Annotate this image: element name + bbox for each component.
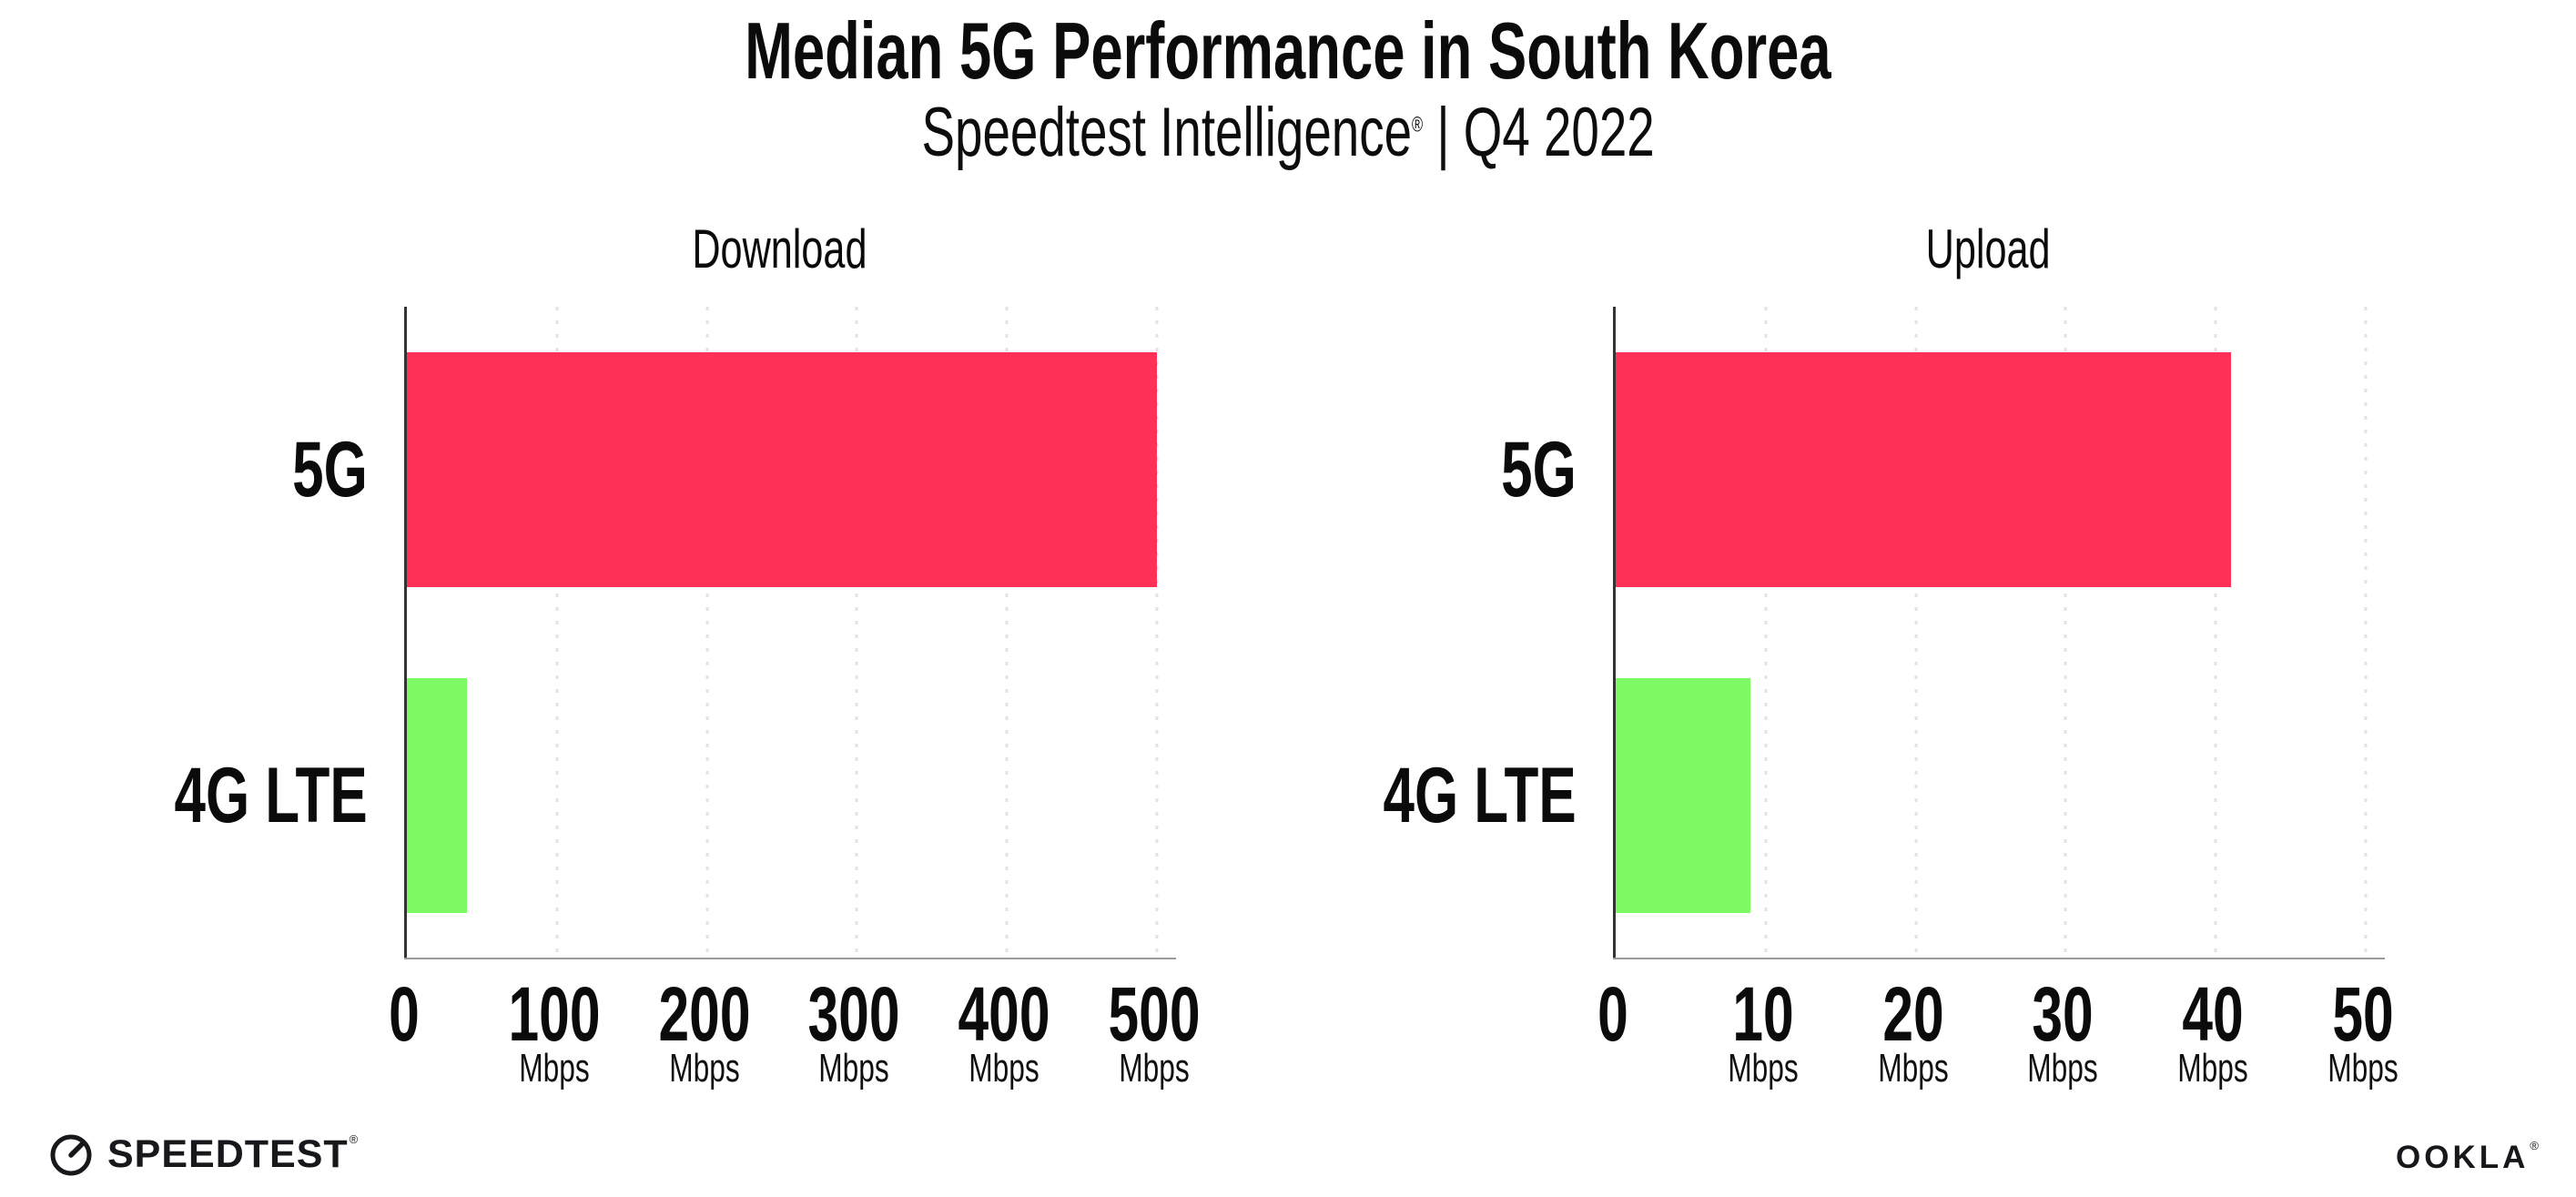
download-5g-row: 5G — [292, 352, 1157, 587]
tick-label: 500 — [1108, 971, 1201, 1057]
download-x-axis-ticks: 0 100 200 300 400 500 — [389, 971, 1200, 1058]
unit-label: Mbps — [2177, 1046, 2248, 1090]
upload-x-axis-units: Mbps Mbps Mbps Mbps Mbps — [1613, 1046, 2399, 1094]
upload-5g-bar — [1616, 352, 2231, 587]
unit-label: Mbps — [969, 1046, 1040, 1090]
gridline — [1764, 307, 1768, 959]
tick-label: 100 — [508, 971, 601, 1057]
upload-x-axis-ticks: 0 10 20 30 40 50 — [1597, 971, 2393, 1058]
gridline — [2214, 307, 2217, 959]
tick-label: 0 — [389, 971, 420, 1057]
upload-4g-lte-bar — [1616, 678, 1751, 913]
download-x-axis-units: Mbps Mbps Mbps Mbps Mbps — [404, 1046, 1190, 1094]
download-chart: Download 5G 4G LTE 0 100 — [175, 0, 1201, 1197]
speedtest-logo: SPEEDTEST® — [47, 1131, 358, 1178]
download-4g-lte-bar — [407, 678, 467, 913]
unit-label: Mbps — [1728, 1046, 1799, 1090]
tick-label: 300 — [807, 971, 900, 1057]
upload-chart: Upload 5G 4G LTE 0 10 — [1384, 0, 2399, 1197]
category-label-4g-lte: 4G LTE — [1383, 751, 1577, 839]
tick-label: 400 — [958, 971, 1050, 1057]
download-4g-lte-row: 4G LTE — [175, 678, 1157, 913]
download-5g-bar — [407, 352, 1157, 587]
category-label-5g: 5G — [1501, 425, 1577, 513]
gridline — [855, 307, 858, 959]
ookla-logo: OOKLA® — [2396, 1139, 2542, 1175]
x-axis-line — [404, 958, 1176, 959]
gridline — [1155, 307, 1159, 959]
gridline — [1914, 307, 1918, 959]
unit-label: Mbps — [1119, 1046, 1190, 1090]
unit-label: Mbps — [519, 1046, 590, 1090]
registered-mark: ® — [349, 1131, 360, 1146]
gridline — [705, 307, 709, 959]
category-label-5g: 5G — [292, 425, 368, 513]
unit-label: Mbps — [818, 1046, 890, 1090]
unit-label: Mbps — [668, 1046, 740, 1090]
upload-plot-area: 5G 4G LTE — [1384, 307, 2385, 959]
unit-label: Mbps — [2328, 1046, 2399, 1090]
tick-label: 200 — [658, 971, 751, 1057]
x-axis-line — [1613, 958, 2385, 959]
speedtest-wordmark: SPEEDTEST® — [107, 1131, 360, 1176]
unit-label: Mbps — [2027, 1046, 2099, 1090]
tick-label: 30 — [2032, 971, 2094, 1057]
speedtest-gauge-icon — [50, 1134, 92, 1176]
registered-mark: ® — [1411, 112, 1424, 137]
gridline — [1005, 307, 1009, 959]
download-chart-title: Download — [691, 218, 867, 279]
upload-4g-lte-row: 4G LTE — [1384, 678, 2366, 913]
page-subtitle: Speedtest Intelligence® | Q4 2022 — [0, 98, 2576, 167]
registered-mark: ® — [2530, 1139, 2542, 1152]
gridline — [2364, 307, 2368, 959]
category-label-4g-lte: 4G LTE — [174, 751, 368, 839]
gridline — [555, 307, 559, 959]
download-plot-area: 5G 4G LTE — [175, 307, 1176, 959]
page-title: Median 5G Performance in South Korea — [745, 5, 1831, 96]
upload-5g-row: 5G — [1501, 352, 2366, 587]
tick-label: 20 — [1881, 971, 1944, 1057]
header: Median 5G Performance in South Korea — [0, 11, 2576, 91]
gridline — [2064, 307, 2067, 959]
tick-label: 0 — [1597, 971, 1628, 1057]
subtitle-period: | Q4 2022 — [1436, 94, 1655, 171]
upload-chart-title: Upload — [1925, 218, 2051, 279]
tick-label: 10 — [1732, 971, 1794, 1057]
unit-label: Mbps — [1877, 1046, 1949, 1090]
tick-label: 40 — [2182, 971, 2244, 1057]
ookla-wordmark: OOKLA — [2396, 1140, 2530, 1175]
subtitle-brand: Speedtest Intelligence — [921, 94, 1412, 171]
tick-label: 50 — [2332, 971, 2394, 1057]
